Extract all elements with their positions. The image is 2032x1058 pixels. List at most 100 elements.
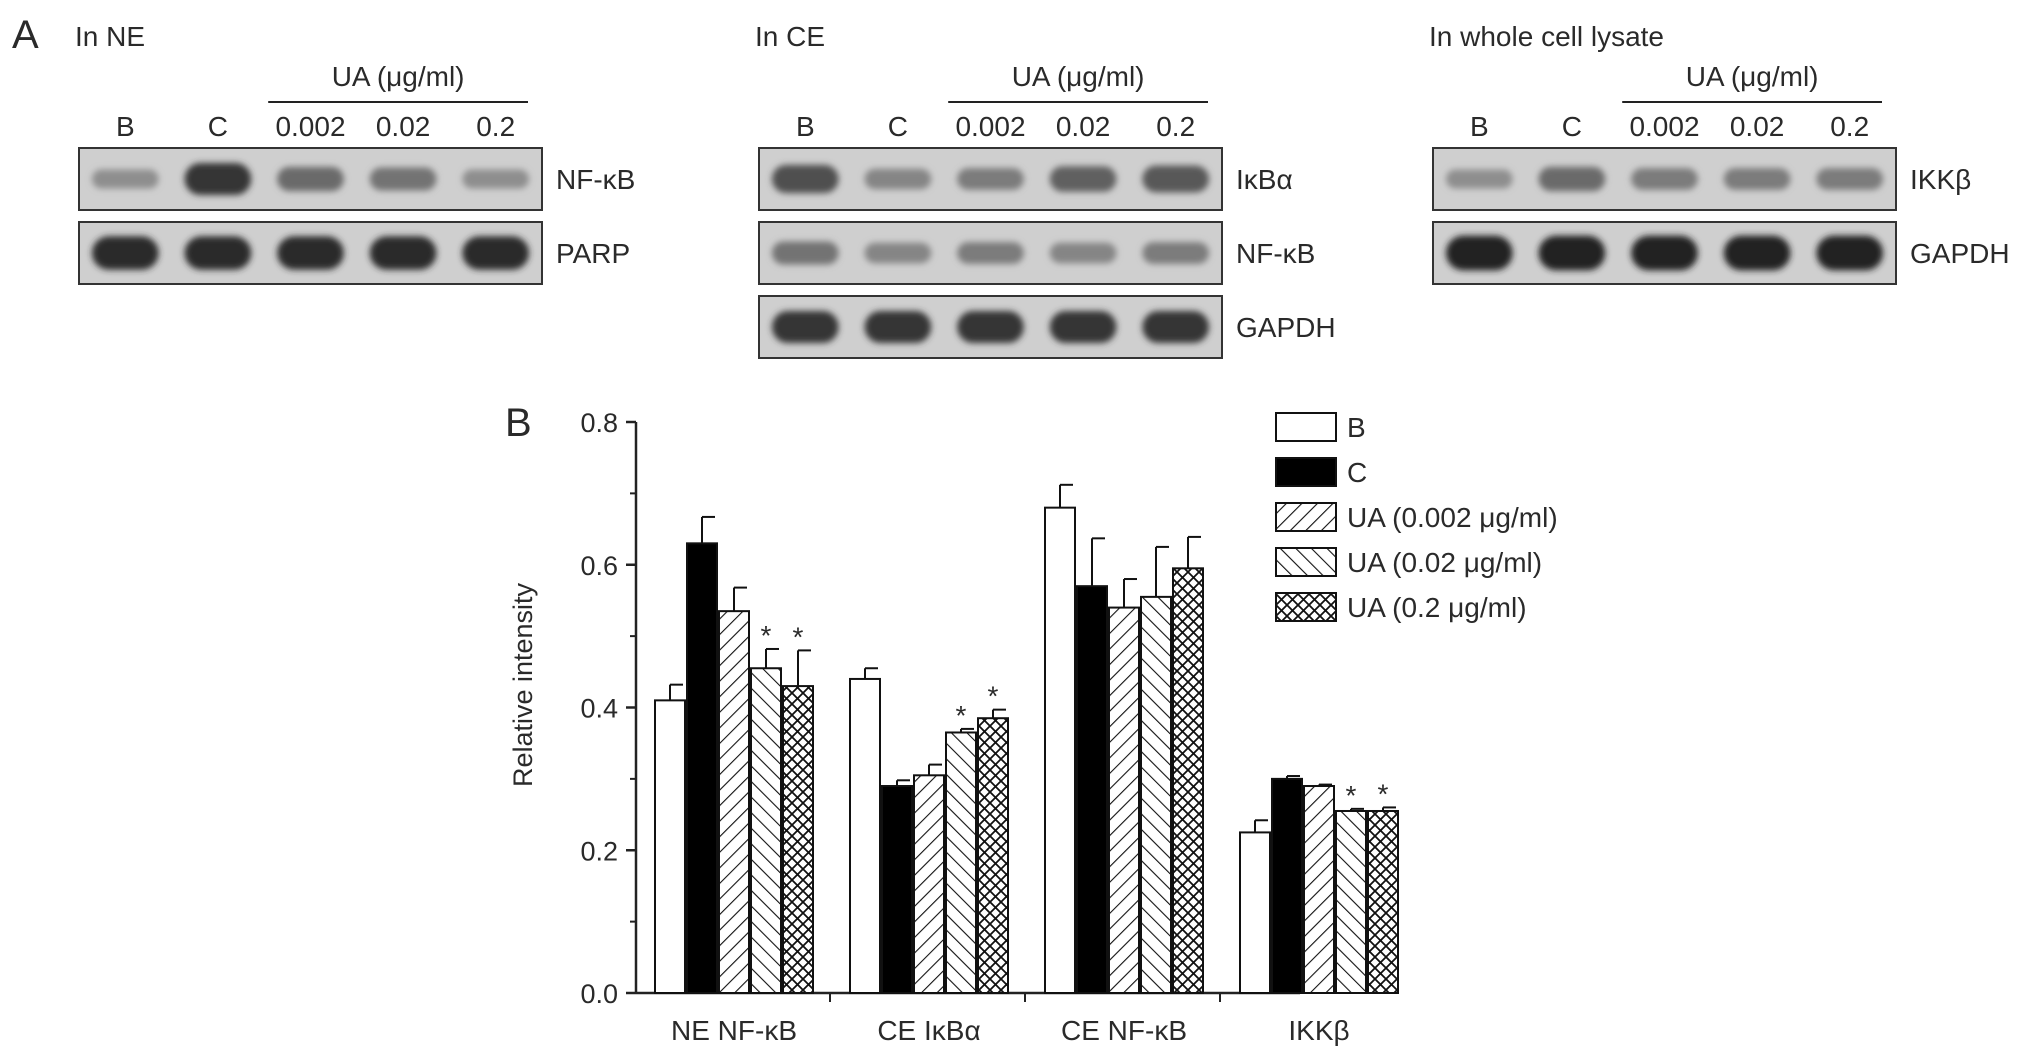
blot-band [864, 168, 932, 190]
bar [1335, 809, 1367, 995]
bar [849, 677, 881, 994]
x-category-label: CE NF-κB [1061, 1015, 1187, 1046]
blot-group-0: In NE UA (μg/ml) B C 0.002 0.02 0.2 NF-κB PARP [75, 21, 635, 285]
blot-band [864, 310, 932, 344]
blot-band [957, 310, 1024, 344]
significance-marker: * [761, 620, 772, 651]
bar [782, 685, 814, 995]
blot-band [277, 166, 344, 192]
bar [977, 717, 1009, 994]
blot-band [277, 236, 344, 270]
blot-band [1142, 242, 1210, 264]
blot-band [864, 242, 932, 264]
blot-band [1631, 235, 1698, 271]
bar [686, 542, 718, 995]
blot-band [91, 169, 159, 189]
panel-b-label: B [505, 401, 532, 445]
legend-swatch [1275, 592, 1337, 622]
bar [1076, 585, 1108, 994]
blot-band [184, 236, 252, 270]
lane-label: 0.2 [476, 111, 515, 142]
bar [1271, 777, 1303, 994]
blot-group-title: In NE [75, 21, 145, 52]
bar [881, 785, 913, 995]
blot-band [1445, 235, 1513, 271]
lane-label: 0.02 [376, 111, 431, 142]
blot-band [1816, 235, 1884, 271]
legend-label: C [1347, 457, 1367, 488]
blot-band [1142, 165, 1210, 193]
blot-strip: NF-κB [758, 221, 1315, 285]
panel-a-label: A [12, 13, 39, 57]
blot-strip: GAPDH [758, 295, 1336, 359]
blot-group-1: In CE UA (μg/ml) B C 0.002 0.02 0.2 IκBα NF-κB GA… [755, 21, 1336, 359]
blot-strip: GAPDH [1432, 221, 2010, 285]
blot-protein-label: NF-κB [556, 164, 635, 195]
bar [750, 667, 782, 995]
significance-marker: * [956, 700, 967, 731]
legend-label: UA (0.2 μg/ml) [1347, 592, 1527, 623]
bar [654, 699, 686, 994]
blot-band [1049, 166, 1117, 192]
blot-band [184, 162, 252, 196]
bar [945, 731, 977, 994]
blot-band [771, 241, 839, 265]
blot-band [1142, 310, 1210, 344]
bar [1367, 809, 1399, 995]
legend-swatch [1275, 547, 1337, 577]
legend-swatch [1275, 457, 1337, 487]
lane-label: B [116, 111, 135, 142]
significance-marker: * [1378, 778, 1389, 809]
significance-marker: * [988, 681, 999, 712]
blot-band [1816, 168, 1884, 190]
x-category-label: IKKβ [1288, 1015, 1349, 1046]
blot-protein-label: IKKβ [1910, 164, 1971, 195]
legend-label: B [1347, 412, 1366, 443]
lane-label: 0.002 [1629, 111, 1699, 142]
treatment-label: UA (μg/ml) [1686, 61, 1819, 92]
bar [1239, 831, 1271, 994]
y-tick-label: 0.0 [580, 979, 618, 1009]
blot-band [369, 167, 437, 191]
lane-label: C [1562, 111, 1582, 142]
y-tick-label: 0.4 [580, 694, 618, 724]
bar [1303, 785, 1335, 995]
blot-band [1445, 169, 1513, 189]
y-tick-label: 0.2 [580, 836, 618, 866]
blot-strip: PARP [78, 221, 630, 285]
blot-band [1538, 235, 1606, 271]
bar [718, 610, 750, 994]
blot-band [1049, 310, 1117, 344]
blot-protein-label: GAPDH [1236, 312, 1336, 343]
y-axis-label: Relative intensity [508, 582, 538, 787]
significance-marker: * [1346, 780, 1357, 811]
legend-label: UA (0.002 μg/ml) [1347, 502, 1558, 533]
blot-protein-label: IκBα [1236, 164, 1293, 195]
blot-strip: IKKβ [1432, 147, 1971, 211]
legend-swatch [1275, 412, 1337, 442]
blot-protein-label: PARP [556, 238, 630, 269]
blot-protein-label: GAPDH [1910, 238, 2010, 269]
legend-swatch [1275, 502, 1337, 532]
panel-b-bar-chart: B Relative intensity 0.0 0.2 0.4 0.6 0.8 NE N… [505, 401, 1558, 1046]
blot-band [462, 169, 530, 189]
panel-a-western-blots: A In NE UA (μg/ml) B C 0.002 0.02 0.2 NF-κB PARP… [12, 13, 2010, 359]
lane-label: 0.02 [1056, 111, 1111, 142]
lane-label: B [796, 111, 815, 142]
y-tick-label: 0.8 [580, 408, 618, 438]
blot-band [957, 168, 1024, 190]
blot-band [462, 236, 530, 270]
x-category-label: NE NF-κB [671, 1015, 797, 1046]
bar [913, 774, 945, 995]
lane-label: B [1470, 111, 1489, 142]
blot-strip: IκBα [758, 147, 1293, 211]
blot-protein-label: NF-κB [1236, 238, 1315, 269]
lane-label: 0.2 [1830, 111, 1869, 142]
blot-band [1723, 168, 1791, 190]
lane-label: 0.02 [1730, 111, 1785, 142]
blot-group-2: In whole cell lysate UA (μg/ml) B C 0.002 0.0… [1429, 21, 2010, 285]
bar [1172, 567, 1204, 994]
bar [1108, 606, 1140, 994]
lane-label: 0.002 [955, 111, 1025, 142]
